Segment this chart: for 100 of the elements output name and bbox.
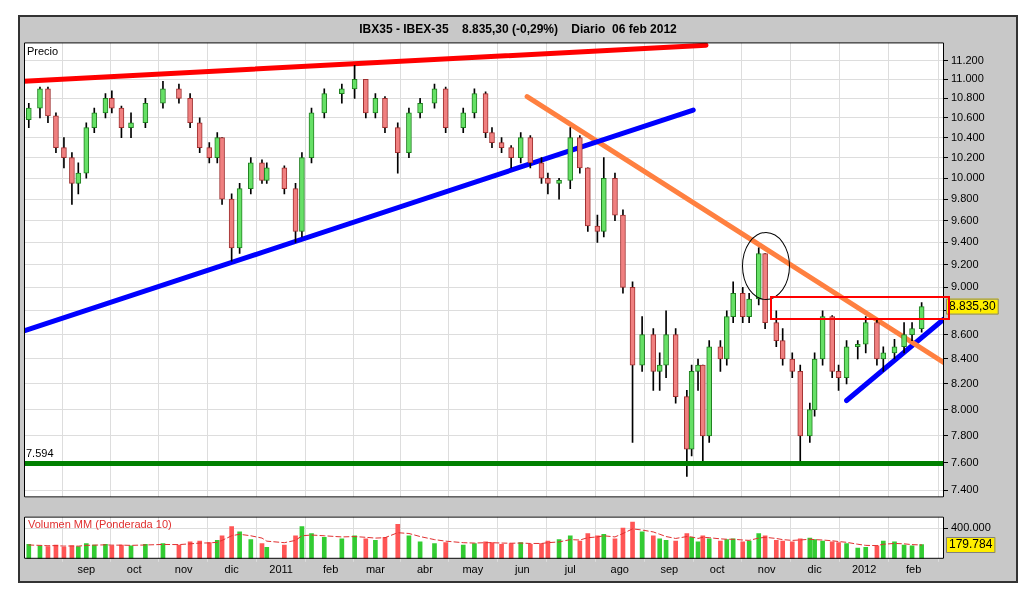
candlestick: [339, 83, 345, 104]
bar: [820, 540, 825, 559]
x-tick-label: ago: [610, 563, 629, 576]
candlestick: [854, 340, 861, 360]
bar: [460, 544, 466, 559]
x-tick-label: nov: [174, 563, 194, 576]
bar: [363, 538, 369, 559]
bar: [395, 523, 401, 559]
x-tick-label: nov: [757, 563, 777, 576]
bar: [601, 533, 607, 559]
x-tick-label: oct: [709, 563, 725, 576]
bar: [309, 533, 314, 559]
text: 8.835,30: [949, 298, 997, 313]
bar: [443, 542, 448, 559]
x-tick-label: 2012: [851, 563, 877, 576]
y-tick-label: 11.200: [951, 53, 984, 66]
bar: [567, 535, 573, 559]
bar: [673, 540, 678, 559]
x-tick-label: abr: [416, 563, 434, 576]
x-tick-label: dic: [807, 563, 823, 576]
bar: [789, 541, 795, 559]
bar: [483, 541, 488, 559]
ref-line-label: 7.594: [26, 447, 54, 460]
bar: [630, 521, 635, 559]
bar: [373, 540, 378, 559]
bar: [264, 546, 270, 559]
bar: [143, 543, 148, 559]
x-tick-label: mar: [365, 563, 386, 576]
bar: [214, 540, 220, 559]
bar: [689, 536, 694, 559]
bar: [83, 543, 89, 559]
x-tick-label: oct: [126, 563, 142, 576]
bar: [499, 543, 504, 559]
bar: [880, 540, 886, 559]
y-tick-label: 10.200: [951, 150, 985, 163]
bar: [724, 539, 730, 559]
bar: [706, 538, 712, 559]
y-tick-label: 10.000: [951, 171, 985, 184]
bar: [293, 535, 298, 559]
y-tick-label: 8.200: [951, 376, 979, 389]
bar: [756, 533, 762, 559]
x-tick-label: jul: [563, 563, 576, 576]
y-tick-label: 9.400: [951, 235, 979, 248]
bar: [229, 526, 234, 559]
bar: [206, 542, 212, 559]
text: 179.784: [949, 537, 993, 552]
bar: [75, 546, 81, 559]
bar: [657, 538, 663, 559]
bar: [812, 539, 817, 559]
x-tick-label: dic: [224, 563, 240, 576]
bar: [863, 546, 869, 559]
bar: [539, 543, 544, 559]
bar: [740, 541, 746, 559]
candlestick: [556, 177, 562, 200]
y-axis-title: Precio: [27, 44, 59, 57]
bar: [892, 541, 897, 559]
bar: [844, 543, 849, 559]
y-tick-label: 8.400: [951, 352, 979, 365]
y-tick-label: 8.600: [951, 327, 979, 340]
bar: [237, 531, 242, 559]
bar: [248, 539, 254, 559]
y-tick-label: 9.200: [951, 257, 979, 270]
candlestick: [695, 358, 701, 391]
bar: [91, 544, 97, 559]
y-tick-label: 9.000: [951, 280, 979, 293]
candlestick: [880, 346, 887, 372]
bar: [650, 535, 656, 559]
y-tick-label: 10.800: [951, 91, 985, 104]
bar: [527, 543, 533, 559]
candlestick: [656, 352, 663, 391]
bar: [282, 544, 287, 559]
y-tick-label: 9.800: [951, 192, 979, 205]
chart-title: IBX35 - IBEX-35 8.835,30 (-0,29%) Diario 06 feb 2012: [359, 21, 678, 36]
bar: [700, 535, 706, 559]
y-tick-label: 9.600: [951, 213, 979, 226]
bar: [197, 540, 203, 559]
x-tick-label: 2011: [269, 563, 293, 576]
bar: [855, 547, 861, 559]
y-tick-label: 11.000: [951, 72, 984, 85]
bar: [472, 543, 477, 559]
x-tick-label: feb: [906, 563, 922, 576]
series-label: Volumen MM (Ponderada 10): [28, 518, 172, 531]
x-tick-label: jun: [513, 563, 530, 576]
bar: [103, 543, 108, 559]
bar: [797, 538, 803, 559]
bar: [585, 533, 591, 559]
x-tick-label: sep: [77, 563, 96, 576]
y-tick-label: 8.000: [951, 402, 979, 415]
x-tick-label: may: [462, 563, 484, 576]
y-tick-label: 10.600: [951, 110, 985, 123]
bar: [352, 535, 357, 559]
bar: [919, 544, 924, 559]
bar: [26, 543, 32, 559]
y-tick-label: 400.000: [951, 521, 991, 534]
bar: [718, 540, 723, 559]
bar: [432, 543, 437, 559]
bar: [595, 535, 600, 559]
y-tick-label: 7.600: [951, 455, 979, 468]
y-tick-label: 7.800: [951, 428, 979, 441]
candlestick: [128, 112, 134, 138]
